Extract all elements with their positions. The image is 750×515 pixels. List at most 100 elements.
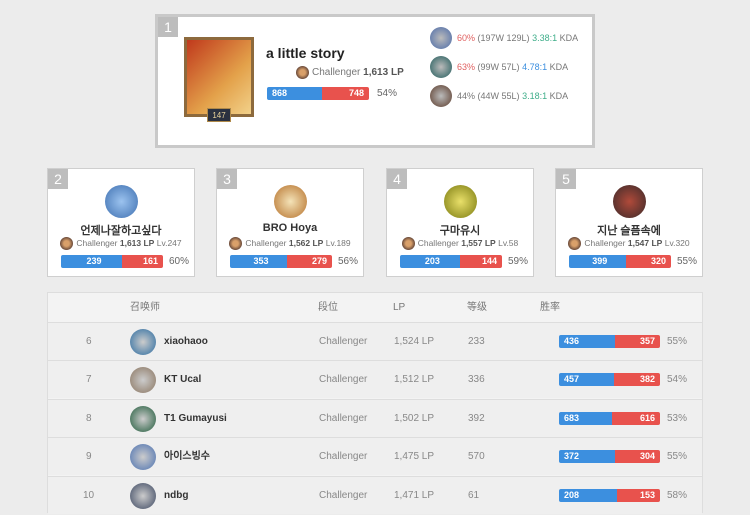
challenger-emblem-icon: [60, 237, 74, 250]
player-name[interactable]: ndbg: [164, 489, 189, 501]
tier-info: Challenger 1,557 LP Lv.58: [387, 237, 533, 250]
player-card[interactable]: 3 BRO Hoya Challenger 1,562 LP Lv.189 35…: [216, 168, 364, 277]
player-name[interactable]: 언제나잘하고싶다: [80, 225, 162, 237]
losses: 279: [286, 255, 332, 268]
win-loss-bar: 457 382: [559, 373, 660, 387]
losses: 748: [321, 87, 369, 100]
header-winrate: 胜率: [540, 302, 560, 313]
champion-kda: 4.78:1: [522, 62, 548, 72]
lp: 1,502 LP: [394, 412, 435, 424]
rank: 6: [86, 336, 92, 347]
player-name[interactable]: xiaohaoo: [164, 336, 208, 347]
profile-icon: [130, 405, 156, 432]
tier: Challenger: [584, 237, 626, 248]
ranking-table: 召唤师 段位 LP 等级 胜率 6 xiaohaoo Challenger 1,…: [47, 292, 703, 514]
tier: Challenger: [312, 67, 361, 79]
winrate: 59%: [508, 256, 529, 267]
player-card[interactable]: 4 구마유시 Challenger 1,557 LP Lv.58 203 144 …: [386, 168, 534, 277]
champion-kda: 3.18:1: [522, 91, 548, 101]
profile-icon: [613, 185, 646, 218]
tier: Challenger: [319, 412, 368, 424]
losses: 616: [612, 411, 660, 425]
player-card[interactable]: 5 지난 슬픔속에 Challenger 1,547 LP Lv.320 399…: [555, 168, 703, 277]
player-name[interactable]: 구마유시: [439, 225, 481, 237]
challenger-emblem-icon: [296, 66, 309, 79]
losses: 357: [614, 335, 660, 348]
player-name[interactable]: 아이스빙수: [164, 451, 210, 463]
profile-icon: [274, 185, 307, 218]
win-loss-bar: 208 153: [559, 488, 660, 502]
losses: 153: [617, 488, 660, 502]
lp: 1,562 LP: [288, 237, 324, 248]
player-name[interactable]: BRO Hoya: [262, 222, 318, 234]
challenger-emblem-icon: [401, 237, 415, 250]
wins: 208: [559, 488, 618, 502]
profile-icon: [130, 482, 156, 509]
champion-icon[interactable]: [430, 56, 452, 78]
win-loss-bar: 203 144: [400, 255, 502, 268]
champion-winrate: 60%: [457, 33, 476, 43]
win-loss-bar: 436 357: [559, 335, 660, 348]
losses: 144: [459, 255, 502, 268]
tier-info: Challenger 1,613 LP: [296, 66, 404, 79]
tier: Challenger: [319, 374, 368, 386]
table-row[interactable]: 6 xiaohaoo Challenger 1,524 LP 233 436 35…: [48, 322, 702, 360]
rank-badge: 2: [48, 169, 68, 189]
player-name[interactable]: a little story: [266, 45, 345, 61]
lp: 1,547 LP: [627, 237, 663, 248]
champion-stat: 60% (197W 129L) 3.38:1 KDA: [457, 33, 578, 43]
player-name[interactable]: KT Ucal: [164, 374, 202, 386]
winrate: 53%: [667, 412, 688, 424]
champion-record: (197W 129L): [477, 33, 530, 43]
table-row[interactable]: 9 아이스빙수 Challenger 1,475 LP 570 372 304 5…: [48, 437, 702, 476]
lp: 1,613 LP: [363, 67, 404, 79]
champion-record: (44W 55L): [477, 91, 520, 101]
kda-label: KDA: [559, 33, 579, 43]
winrate: 55%: [667, 451, 688, 463]
rank-badge: 5: [556, 169, 576, 189]
lp: 1,512 LP: [394, 374, 435, 386]
winrate: 56%: [338, 256, 359, 267]
profile-icon: 147: [184, 37, 254, 122]
champion-stat: 63% (99W 57L) 4.78:1 KDA: [457, 62, 568, 72]
kda-label: KDA: [549, 62, 569, 72]
lp: 1,557 LP: [461, 237, 496, 248]
winrate: 55%: [677, 256, 698, 267]
top-player-card[interactable]: 1 147 a little story Challenger 1,613 LP…: [155, 14, 595, 148]
wins: 353: [230, 255, 287, 268]
table-row[interactable]: 10 ndbg Challenger 1,471 LP 61 208 153 58…: [48, 475, 702, 514]
level: Lv.189: [325, 237, 351, 248]
tier: Challenger: [319, 451, 368, 463]
losses: 304: [614, 450, 660, 464]
wins: 239: [61, 255, 122, 268]
wins: 436: [559, 335, 615, 348]
player-card[interactable]: 2 언제나잘하고싶다 Challenger 1,613 LP Lv.247 23…: [47, 168, 195, 277]
header-level: 等级: [467, 302, 487, 313]
challenger-emblem-icon: [229, 237, 243, 250]
losses: 320: [625, 255, 671, 268]
rank: 8: [86, 412, 92, 424]
lp: 1,613 LP: [119, 237, 155, 248]
player-name[interactable]: 지난 슬픔속에: [597, 225, 661, 237]
tier-info: Challenger 1,613 LP Lv.247: [48, 237, 194, 250]
champion-stat: 44% (44W 55L) 3.18:1 KDA: [457, 91, 568, 101]
level: 392: [468, 412, 485, 424]
profile-icon: [444, 185, 477, 218]
wins: 203: [400, 255, 460, 268]
tier: Challenger: [245, 237, 287, 248]
win-loss-bar: 683 616: [559, 411, 660, 425]
win-loss-bar: 868 748: [267, 87, 369, 100]
tier: Challenger: [319, 489, 368, 501]
lp: 1,471 LP: [394, 489, 435, 501]
level: 61: [468, 489, 480, 501]
champion-icon[interactable]: [430, 27, 452, 49]
player-name[interactable]: T1 Gumayusi: [164, 412, 227, 424]
table-row[interactable]: 7 KT Ucal Challenger 1,512 LP 336 457 382…: [48, 360, 702, 399]
winrate: 54%: [667, 374, 688, 386]
winrate: 58%: [667, 489, 688, 501]
win-loss-bar: 372 304: [559, 450, 660, 464]
champion-icon[interactable]: [430, 85, 452, 107]
table-row[interactable]: 8 T1 Gumayusi Challenger 1,502 LP 392 68…: [48, 398, 702, 437]
rank: 7: [86, 374, 92, 386]
header-summoner: 召唤师: [130, 302, 160, 313]
